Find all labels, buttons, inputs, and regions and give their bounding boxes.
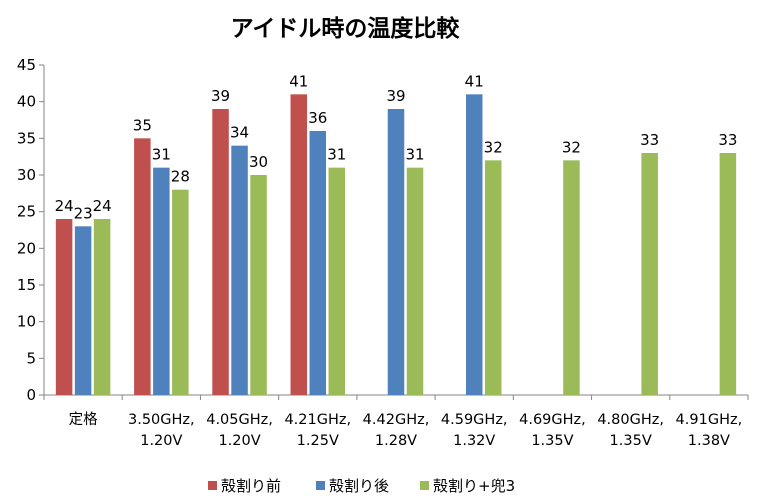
bar-3: [172, 189, 189, 395]
data-label: 41: [289, 72, 308, 90]
y-tick-label: 35: [17, 129, 36, 147]
x-category-label: 3.50GHz,: [128, 412, 195, 428]
legend-label: 殻割り後: [329, 477, 389, 495]
x-axis: 定格 3.50GHz, 1.20V 4.05GHz, 1.20V 4.21GHz, 1.25…: [43, 394, 749, 449]
bar-3: [719, 153, 737, 395]
x-category-label: 1.38V: [688, 433, 730, 449]
bar-3: [328, 167, 346, 395]
bar-1: [212, 109, 229, 395]
data-label: 31: [327, 146, 346, 164]
y-tick-label: 30: [17, 166, 36, 184]
x-category-label: 定格: [69, 411, 98, 428]
data-label: 33: [718, 131, 737, 149]
x-category-label: 4.80GHz,: [597, 412, 664, 428]
bar-2: [153, 167, 170, 395]
data-label: 24: [93, 197, 112, 215]
bar-1: [134, 138, 151, 396]
data-label: 41: [465, 72, 484, 90]
bar-2: [231, 145, 248, 395]
x-category-label: 1.20V: [140, 433, 182, 449]
bars: [55, 94, 737, 396]
legend-swatch: [316, 481, 325, 490]
data-label: 33: [640, 131, 659, 149]
y-tick-label: 15: [17, 276, 36, 294]
legend-label: 殻割り前: [221, 477, 281, 495]
bar-3: [93, 219, 111, 395]
data-label: 39: [211, 87, 230, 105]
data-label: 34: [230, 124, 249, 142]
x-category-label: 1.35V: [531, 433, 573, 449]
bar-2: [74, 226, 92, 395]
data-label: 36: [308, 109, 327, 127]
data-label: 24: [55, 197, 74, 215]
y-axis: 0 5 10 15 20 25 30 35 40 45: [17, 56, 45, 404]
bar-3: [250, 175, 267, 395]
bar-2: [387, 109, 405, 395]
y-tick-label: 0: [26, 386, 36, 404]
data-label: 30: [249, 153, 268, 171]
y-tick-label: 10: [17, 313, 36, 331]
x-category-label: 1.35V: [610, 433, 652, 449]
y-tick-label: 5: [26, 349, 36, 367]
x-category-label: 1.32V: [453, 433, 495, 449]
bar-2: [465, 94, 483, 395]
data-label: 32: [484, 138, 503, 156]
x-category-label: 4.69GHz,: [519, 412, 586, 428]
bar-3: [641, 153, 658, 395]
bar-2: [309, 131, 327, 395]
x-category-label: 1.28V: [375, 433, 417, 449]
y-tick-label: 25: [17, 203, 36, 221]
y-tick-label: 45: [17, 56, 36, 74]
chart-title: アイドル時の温度比較: [231, 15, 461, 42]
legend: 殻割り前 殻割り後 殻割り+兜3: [208, 477, 515, 495]
y-tick-label: 20: [17, 239, 36, 257]
legend-swatch: [208, 481, 217, 490]
legend-label: 殻割り+兜3: [433, 477, 515, 495]
data-label: 31: [405, 146, 424, 164]
x-category-label: 1.20V: [218, 433, 260, 449]
bar-1: [290, 94, 308, 395]
bar-3: [563, 160, 580, 395]
x-category-label: 4.59GHz,: [441, 412, 508, 428]
bar-3: [406, 167, 424, 395]
data-label: 35: [133, 116, 152, 134]
data-label: 23: [74, 204, 93, 222]
x-category-label: 4.42GHz,: [363, 412, 430, 428]
bar-3: [484, 160, 502, 395]
data-label: 28: [171, 168, 190, 186]
x-category-label: 1.25V: [297, 433, 339, 449]
y-tick-label: 40: [17, 93, 36, 111]
legend-swatch: [420, 481, 429, 490]
data-label: 31: [152, 146, 171, 164]
data-label: 39: [386, 87, 405, 105]
x-category-label: 4.05GHz,: [206, 412, 273, 428]
data-label: 32: [562, 138, 581, 156]
bar-1: [55, 219, 73, 395]
x-category-label: 4.21GHz,: [284, 412, 351, 428]
x-category-label: 4.91GHz,: [676, 412, 743, 428]
